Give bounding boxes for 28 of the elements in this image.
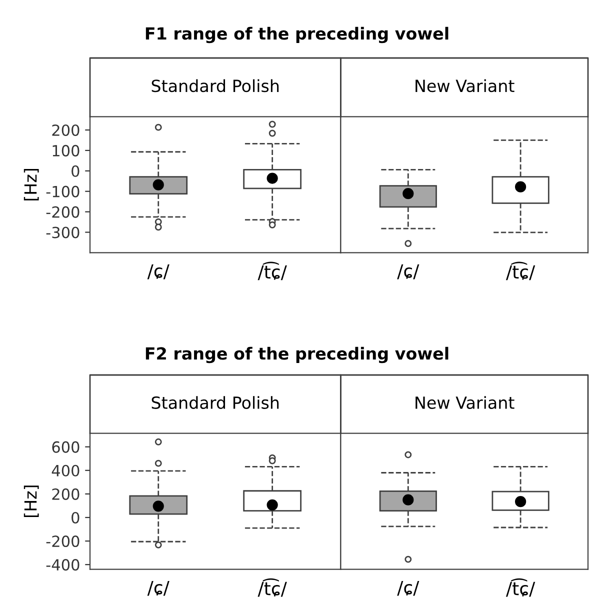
y-tick-label: 200 [52,124,80,136]
y-tick-label: -100 [46,186,80,198]
x-tick-label: /ɕ/ [147,580,170,596]
x-tick-label: /ɕ/ [397,580,420,596]
x-tick-label: /ɕ/ [397,264,420,280]
x-tick-label: /t͡ɕ/ [506,578,536,597]
y-tick-label: -400 [46,559,80,571]
y-tick-label: 400 [52,464,80,476]
chart-subtitle: New Variant [416,79,514,92]
x-tick-label: /ɕ/ [147,264,170,280]
chart-subtitle: Standard Polish [152,396,279,409]
y-axis-title: [Hz] [24,486,39,518]
y-tick-label: -200 [46,536,80,548]
chart-title: F1 range of the preceding vowel [146,26,448,44]
y-tick-label: 0 [72,165,80,177]
x-tick-label: /t͡ɕ/ [258,578,287,597]
y-axis-title: [Hz] [24,168,39,200]
y-tick-label: -300 [46,226,80,238]
y-tick-label: 100 [52,144,80,156]
y-tick-label: 0 [72,512,80,524]
y-tick-label: -200 [46,206,80,218]
y-tick-label: 200 [52,488,80,500]
x-tick-label: /t͡ɕ/ [506,262,536,280]
x-tick-label: /t͡ɕ/ [258,262,287,280]
chart-title: F2 range of the preceding vowel [146,346,448,364]
y-tick-label: 600 [52,441,80,453]
chart-subtitle: New Variant [416,396,514,409]
chart-subtitle: Standard Polish [152,79,279,92]
